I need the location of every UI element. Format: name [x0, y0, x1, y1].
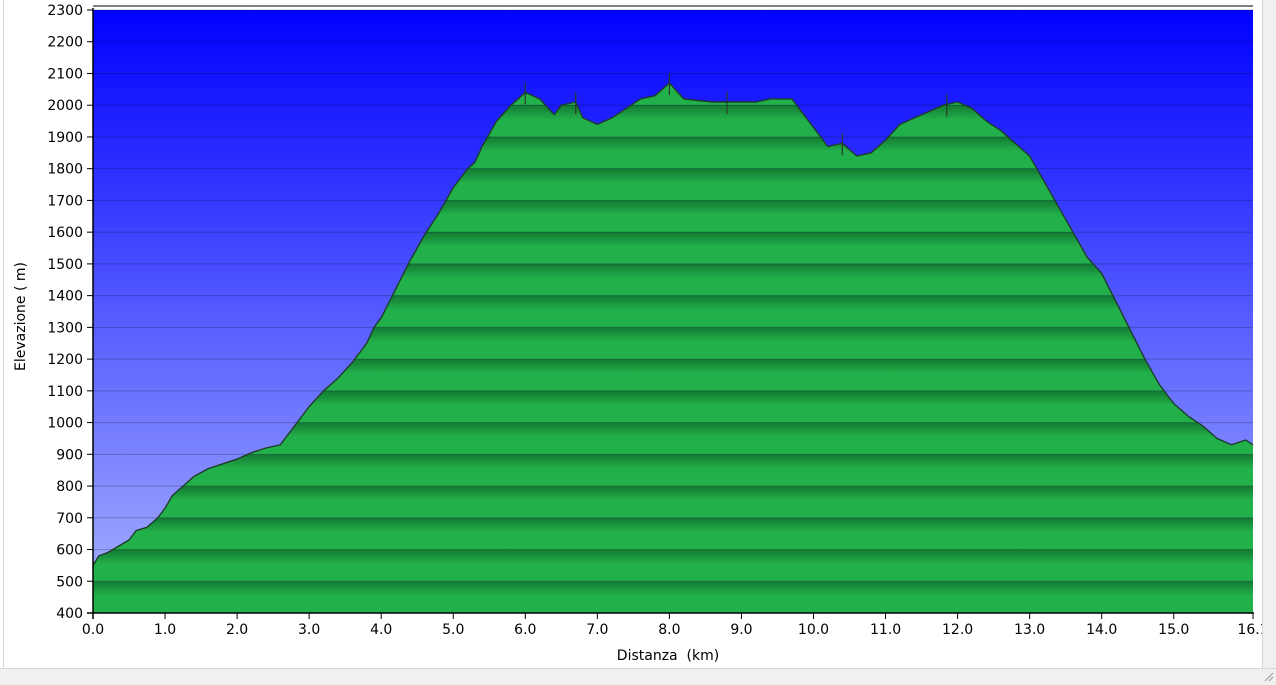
- axes: [87, 5, 1254, 619]
- x-axis-title: Distanza (km): [617, 648, 719, 664]
- y-tick-label: 1300: [47, 320, 83, 336]
- y-axis-title: Elevazione ( m): [13, 262, 29, 371]
- y-tick-label: 1100: [47, 384, 83, 400]
- x-tick-label: 6.0: [514, 622, 536, 638]
- x-tick-label: 8.0: [658, 622, 680, 638]
- y-tick-label: 2200: [47, 35, 83, 51]
- y-tick-label: 1500: [47, 257, 83, 273]
- y-tick-label: 500: [56, 574, 83, 590]
- window-bottom-border: [0, 668, 1276, 685]
- x-tick-label: 2.0: [226, 622, 248, 638]
- y-tick-label: 1200: [47, 352, 83, 368]
- window-right-border: [1262, 0, 1276, 684]
- elevation-line: [92, 82, 1254, 566]
- y-tick-label: 700: [56, 511, 83, 527]
- y-tick-label: 1400: [47, 289, 83, 305]
- elevation-profile-chart: 2300 2200 2100 2000 1900 1800 1700 1600 1500 1400…: [13, 3, 1262, 664]
- x-tick-label: 7.0: [586, 622, 608, 638]
- x-tick-label: 1.0: [154, 622, 176, 638]
- y-tick-label: 1600: [47, 225, 83, 241]
- x-tick-label: 4.0: [370, 622, 392, 638]
- x-tick-labels: 0.0 1.0 2.0 3.0 4.0 5.0 6.0 7.0 8.0 9.0 10.0 11.0 12…: [82, 622, 1262, 638]
- resize-grip-icon[interactable]: [1262, 670, 1274, 682]
- x-tick-label: 15.0: [1158, 622, 1189, 638]
- y-tick-label: 2300: [47, 3, 83, 19]
- y-tick-label: 600: [56, 543, 83, 559]
- y-tick-label: 1000: [47, 416, 83, 432]
- y-tick-label: 400: [56, 606, 83, 622]
- x-tick-label: 12.0: [942, 622, 973, 638]
- x-tick-label: 13.0: [1014, 622, 1045, 638]
- y-tick-label: 2000: [47, 98, 83, 114]
- terrain-band: [93, 517, 1253, 550]
- x-tick-label: 14.0: [1086, 622, 1117, 638]
- window-left-border: [3, 0, 4, 668]
- y-tick-label: 1800: [47, 162, 83, 178]
- y-tick-label: 900: [56, 447, 83, 463]
- x-tick-label: 9.0: [730, 622, 752, 638]
- x-tick-label: 0.0: [82, 622, 104, 638]
- terrain-band: [93, 486, 1253, 518]
- terrain-band: [93, 581, 1253, 613]
- terrain-band: [93, 454, 1253, 487]
- x-tick-label: 16.1: [1237, 622, 1262, 638]
- terrain-band: [93, 549, 1253, 582]
- x-tick-label: 5.0: [442, 622, 464, 638]
- x-tick-label: 3.0: [298, 622, 320, 638]
- x-tick-label: 10.0: [798, 622, 829, 638]
- y-tick-label: 1700: [47, 193, 83, 209]
- y-tick-label: 2100: [47, 66, 83, 82]
- x-tick-label: 11.0: [870, 622, 901, 638]
- y-tick-label: 800: [56, 479, 83, 495]
- y-tick-labels: 2300 2200 2100 2000 1900 1800 1700 1600 1500 1400…: [47, 3, 83, 622]
- y-tick-label: 1900: [47, 130, 83, 146]
